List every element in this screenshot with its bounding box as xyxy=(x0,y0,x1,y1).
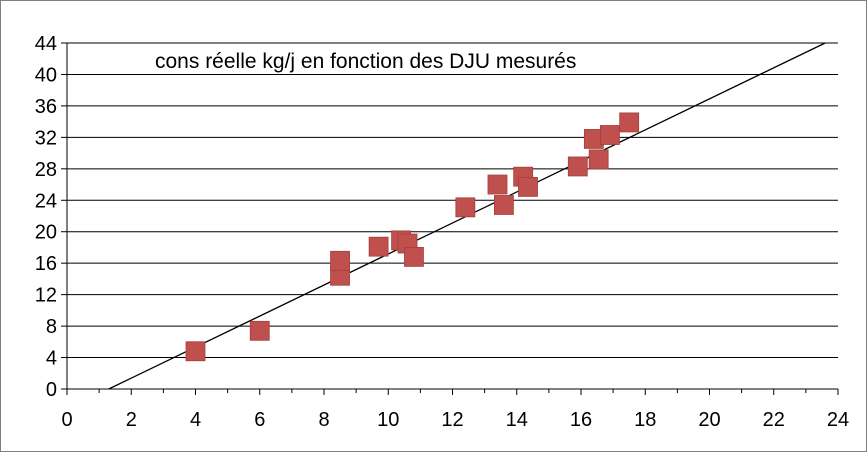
data-point-0-12 xyxy=(518,177,538,197)
data-point-0-3 xyxy=(330,250,350,271)
y-axis-ticks: 0 4 8 12 16 20 24 28 32 36 40 44 xyxy=(35,33,67,401)
plot-area xyxy=(67,43,838,389)
y-tick-label-12: 12 xyxy=(35,285,57,307)
x-tick-label-0: 0 xyxy=(61,409,72,431)
data-point-0-9 xyxy=(487,174,508,195)
y-tick-label-20: 20 xyxy=(35,222,57,244)
data-point-0-1 xyxy=(249,320,270,341)
x-tick-label-16: 16 xyxy=(570,409,592,431)
y-tick-label-32: 32 xyxy=(35,127,57,149)
x-tick-label-22: 22 xyxy=(763,409,785,431)
y-tick-label-44: 44 xyxy=(35,33,57,55)
data-point-0-17 xyxy=(619,112,640,133)
data-point-0-10 xyxy=(493,195,514,215)
x-axis-ticks: 0 2 4 6 8 10 12 14 16 18 20 22 24 xyxy=(61,389,849,431)
y-tick-label-28: 28 xyxy=(35,159,57,181)
x-tick-label-20: 20 xyxy=(698,409,720,431)
data-point-0-4 xyxy=(368,236,389,257)
x-tick-label-2: 2 xyxy=(126,409,137,431)
y-tick-label-8: 8 xyxy=(46,316,57,338)
data-point-0-13 xyxy=(567,156,588,177)
data-points xyxy=(185,112,640,362)
data-point-0-8 xyxy=(455,197,476,218)
chart-title: cons réelle kg/j en fonction des DJU mes… xyxy=(155,50,576,73)
x-tick-label-24: 24 xyxy=(827,409,849,431)
y-tick-label-4: 4 xyxy=(46,348,57,370)
data-point-0-0 xyxy=(185,341,206,362)
y-tick-label-16: 16 xyxy=(35,253,57,275)
y-tick-label-40: 40 xyxy=(35,64,57,86)
data-point-0-15 xyxy=(588,149,609,170)
data-point-0-7 xyxy=(404,246,424,267)
y-tick-label-0: 0 xyxy=(46,379,57,401)
y-tick-label-24: 24 xyxy=(35,190,57,212)
x-tick-label-18: 18 xyxy=(634,409,656,431)
x-tick-label-6: 6 xyxy=(254,409,265,431)
x-tick-label-4: 4 xyxy=(190,409,201,431)
y-tick-label-36: 36 xyxy=(35,96,57,118)
x-tick-label-8: 8 xyxy=(318,409,329,431)
x-tick-label-12: 12 xyxy=(441,409,463,431)
x-tick-label-10: 10 xyxy=(377,409,399,431)
data-point-0-16 xyxy=(600,125,620,145)
grid-lines xyxy=(67,42,838,359)
x-tick-label-14: 14 xyxy=(506,409,528,431)
